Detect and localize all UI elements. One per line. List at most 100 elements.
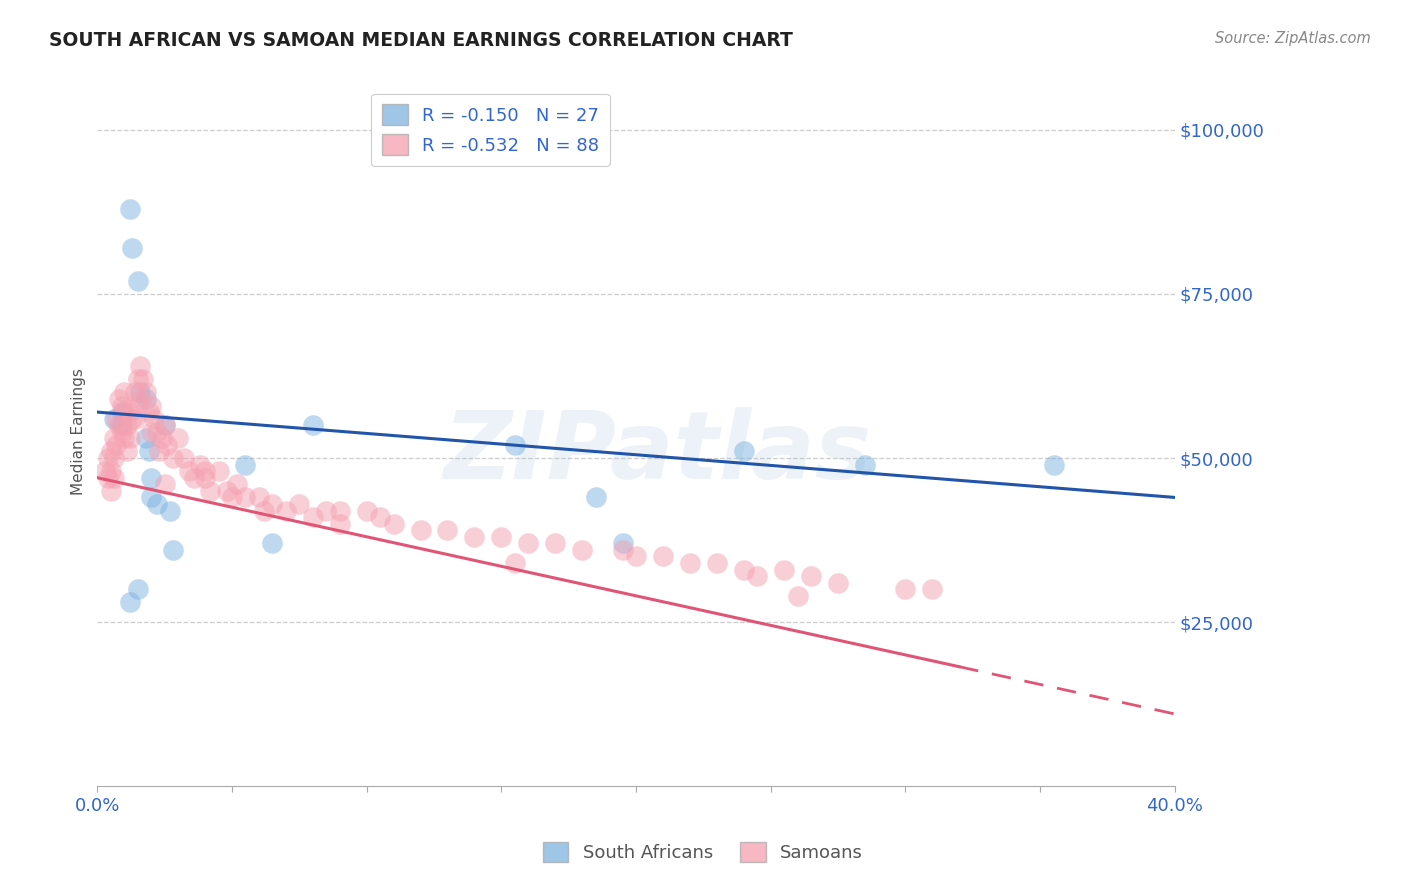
Point [215, 483, 238, 498]
Point [150, 431, 173, 445]
Point [105, 411, 128, 425]
Point [463, 530, 485, 544]
Point [112, 385, 135, 400]
Point [207, 464, 229, 478]
Point [110, 418, 132, 433]
Point [706, 556, 728, 570]
Point [156, 438, 179, 452]
Point [368, 510, 391, 524]
Point [235, 458, 257, 472]
Point [105, 438, 128, 452]
Point [200, 483, 222, 498]
Point [110, 425, 132, 439]
Point [135, 431, 157, 445]
Point [121, 411, 143, 425]
Point [262, 536, 284, 550]
Point [624, 549, 647, 564]
Point [115, 418, 138, 433]
Point [118, 595, 141, 609]
Point [100, 464, 122, 478]
Point [103, 411, 125, 425]
Point [97, 450, 120, 465]
Point [162, 450, 184, 465]
Point [315, 503, 337, 517]
Point [747, 569, 769, 583]
Point [517, 536, 540, 550]
Point [301, 418, 323, 433]
Point [112, 405, 135, 419]
Point [129, 385, 152, 400]
Point [153, 418, 176, 433]
Point [773, 563, 796, 577]
Point [503, 438, 526, 452]
Point [115, 444, 138, 458]
Point [145, 425, 167, 439]
Point [127, 582, 149, 597]
Point [145, 497, 167, 511]
Point [253, 503, 276, 517]
Point [124, 411, 146, 425]
Point [194, 464, 217, 478]
Point [100, 483, 122, 498]
Point [127, 372, 149, 386]
Point [544, 536, 567, 550]
Point [129, 359, 152, 374]
Point [177, 464, 200, 478]
Point [652, 549, 675, 564]
Point [141, 471, 163, 485]
Point [162, 542, 184, 557]
Point [183, 471, 205, 485]
Point [141, 399, 163, 413]
Point [612, 536, 634, 550]
Point [97, 471, 120, 485]
Text: Source: ZipAtlas.com: Source: ZipAtlas.com [1215, 31, 1371, 46]
Point [153, 477, 176, 491]
Point [247, 491, 270, 505]
Point [921, 582, 943, 597]
Point [118, 405, 141, 419]
Point [138, 405, 160, 419]
Point [786, 589, 808, 603]
Point [173, 450, 195, 465]
Point [194, 471, 217, 485]
Point [135, 385, 157, 400]
Point [129, 392, 152, 406]
Point [679, 556, 702, 570]
Y-axis label: Median Earnings: Median Earnings [72, 368, 86, 495]
Point [329, 503, 352, 517]
Point [110, 399, 132, 413]
Point [585, 491, 607, 505]
Point [127, 274, 149, 288]
Point [571, 542, 593, 557]
Point [148, 444, 170, 458]
Point [274, 503, 297, 517]
Point [138, 444, 160, 458]
Point [103, 471, 125, 485]
Point [108, 418, 131, 433]
Point [853, 458, 876, 472]
Text: ZIPatlas: ZIPatlas [443, 407, 872, 499]
Point [226, 477, 249, 491]
Point [733, 563, 755, 577]
Point [827, 575, 849, 590]
Legend: South Africans, Samoans: South Africans, Samoans [536, 834, 870, 870]
Point [159, 503, 181, 517]
Point [188, 458, 211, 472]
Point [132, 372, 155, 386]
Point [118, 431, 141, 445]
Point [221, 491, 243, 505]
Point [121, 241, 143, 255]
Point [409, 523, 432, 537]
Point [356, 503, 378, 517]
Point [100, 444, 122, 458]
Point [118, 202, 141, 216]
Point [153, 418, 176, 433]
Point [135, 392, 157, 406]
Point [112, 431, 135, 445]
Text: SOUTH AFRICAN VS SAMOAN MEDIAN EARNINGS CORRELATION CHART: SOUTH AFRICAN VS SAMOAN MEDIAN EARNINGS … [49, 31, 793, 50]
Point [301, 510, 323, 524]
Point [382, 516, 405, 531]
Point [167, 431, 190, 445]
Point [235, 491, 257, 505]
Point [124, 385, 146, 400]
